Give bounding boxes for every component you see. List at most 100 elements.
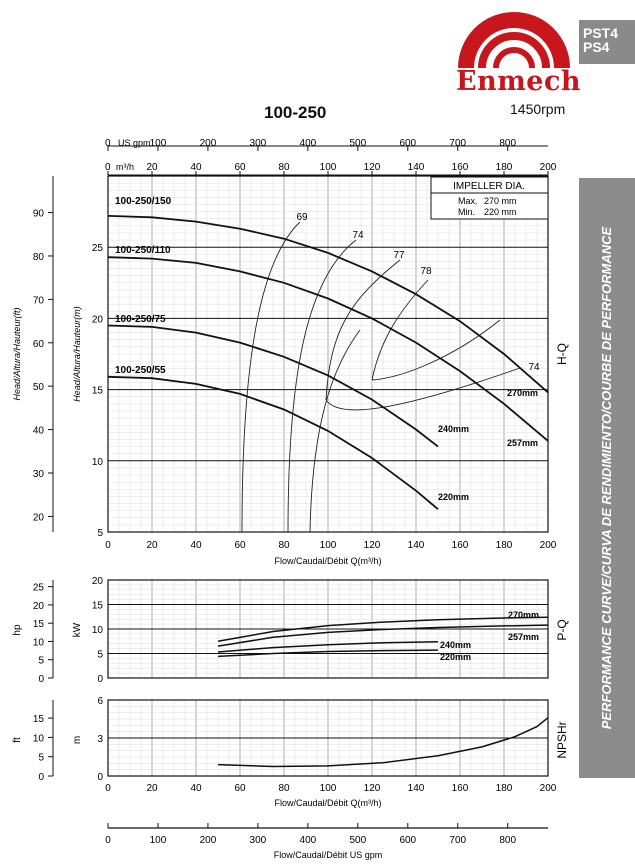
m3h-tick-label: 60 — [234, 162, 246, 173]
power-curve-240mm — [217, 640, 439, 653]
model-label: 100-250/75 — [115, 314, 166, 325]
gpm-tick-label: 700 — [449, 138, 466, 149]
impeller-box-title: IMPELLER DIA. — [453, 181, 525, 192]
kw-tick-label: 10 — [92, 625, 104, 636]
power-curve-220mm — [217, 649, 439, 658]
y-tick-label-ft: 80 — [33, 252, 45, 263]
bottom-gpm-tick-label: 200 — [200, 835, 217, 846]
pq-side-label: P-Q — [555, 619, 569, 640]
speed-label: 1450rpm — [510, 101, 566, 117]
efficiency-curve — [287, 239, 357, 533]
efficiency-label: 78 — [420, 266, 432, 277]
side-banner: PERFORMANCE CURVE/CURVA DE RENDIMIENTO/C… — [579, 178, 635, 778]
head-curve-label: 220mm — [438, 492, 469, 502]
power-curve-270mm — [217, 616, 549, 643]
bottom-gpm-axis-label: Flow/Caudal/Débit US gpm — [274, 850, 383, 860]
npsh-ft-tick-label: 10 — [33, 733, 45, 744]
gpm-tick-label: 100 — [150, 138, 167, 149]
hp-tick-label: 0 — [38, 674, 44, 685]
m3h-tick-label: 200 — [540, 162, 557, 173]
gpm-tick-label: 600 — [399, 138, 416, 149]
efficiency-label: 74 — [352, 230, 364, 241]
npsh-x-tick-label: 160 — [452, 783, 469, 794]
logo-arc-2 — [493, 47, 535, 69]
y-tick-label-ft: 90 — [33, 209, 45, 220]
bottom-gpm-tick-label: 600 — [399, 835, 416, 846]
hq-side-label: H-Q — [555, 343, 569, 365]
x-axis-label: Flow/Caudal/Débit Q(m³/h) — [274, 556, 381, 566]
kw-axis-label: kW — [72, 622, 83, 637]
m3h-tick-label: 180 — [496, 162, 513, 173]
gpm-tick-label: 500 — [349, 138, 366, 149]
power-curve-label: 220mm — [440, 652, 471, 662]
npsh-x-tick-label: 80 — [278, 783, 290, 794]
x-tick-label: 20 — [146, 540, 158, 551]
y-tick-label-m: 20 — [92, 314, 104, 325]
kw-tick-label: 20 — [92, 576, 104, 587]
npsh-m-tick-label: 6 — [97, 696, 103, 707]
npsh-x-tick-label: 0 — [105, 783, 111, 794]
impeller-min-label: Min. — [458, 207, 475, 217]
power-curve-label: 270mm — [508, 610, 539, 620]
npsh-ft-tick-label: 5 — [38, 753, 44, 764]
y-tick-label-m: 25 — [92, 243, 104, 254]
gpm-zero-label: 0 — [105, 138, 111, 149]
y-tick-label-m: 5 — [97, 528, 103, 539]
x-tick-label: 120 — [364, 540, 381, 551]
bottom-gpm-tick-label: 400 — [300, 835, 317, 846]
m3h-tick-label: 80 — [278, 162, 290, 173]
efficiency-curve — [371, 279, 501, 381]
enmech-logo — [458, 12, 570, 69]
npsh-m-axis-label: m — [72, 736, 83, 744]
hp-tick-label: 10 — [33, 637, 45, 648]
impeller-max-value: 270 mm — [484, 196, 517, 206]
model-label: 100-250/110 — [115, 245, 171, 256]
bottom-gpm-axis: 0 100 200 300 400 500 600 700 800 Flow/Caudal/Déb… — [105, 823, 548, 860]
npsh-x-tick-label: 180 — [496, 783, 513, 794]
npsh-x-tick-label: 20 — [146, 783, 158, 794]
page-title: 100-250 — [264, 103, 327, 122]
x-tick-label: 80 — [278, 540, 290, 551]
y-tick-label-m: 15 — [92, 386, 104, 397]
y-tick-label-ft: 60 — [33, 339, 45, 350]
m3h-tick-label: 140 — [408, 162, 425, 173]
hp-tick-label: 20 — [33, 601, 45, 612]
hp-axis-label: hp — [12, 624, 23, 636]
x-tick-label: 140 — [408, 540, 425, 551]
x-tick-label: 200 — [540, 540, 557, 551]
series-tab: PST4 PS4 — [579, 20, 635, 64]
npsh-side-label: NPSHr — [555, 721, 569, 758]
hp-tick-label: 5 — [38, 656, 44, 667]
logo-arc-1 — [478, 32, 550, 69]
npsh-x-axis-label: Flow/Caudal/Débit Q(m³/h) — [274, 798, 381, 808]
power-curve-label: 240mm — [440, 640, 471, 650]
head-curve-220mm — [107, 375, 439, 510]
npsh-x-tick-label: 120 — [364, 783, 381, 794]
y-tick-label-ft: 70 — [33, 295, 45, 306]
npsh-ft-tick-label: 0 — [38, 772, 44, 783]
brand-name: Enmech — [456, 66, 582, 97]
x-tick-label: 160 — [452, 540, 469, 551]
gpm-tick-label: 200 — [200, 138, 217, 149]
efficiency-curve — [325, 259, 521, 411]
head-curve-label: 270mm — [507, 388, 538, 398]
x-tick-label: 180 — [496, 540, 513, 551]
m3h-unit-label: m³/h — [116, 162, 134, 172]
power-curve-label: 257mm — [508, 632, 539, 642]
x-tick-label: 0 — [105, 540, 111, 551]
head-curve-240mm — [107, 324, 439, 448]
m3h-tick-label: 160 — [452, 162, 469, 173]
head-curve-270mm — [107, 215, 549, 394]
x-tick-label: 60 — [234, 540, 246, 551]
npsh-x-tick-label: 100 — [320, 783, 337, 794]
bottom-gpm-tick-label: 0 — [105, 835, 111, 846]
npsh-m-tick-label: 3 — [97, 734, 103, 745]
logo-arc-0 — [458, 12, 570, 69]
efficiency-label: 69 — [296, 212, 308, 223]
npsh-x-tick-label: 200 — [540, 783, 557, 794]
impeller-min-value: 220 mm — [484, 207, 517, 217]
plot-frame — [107, 699, 549, 777]
model-label: 100-250/55 — [115, 365, 166, 376]
